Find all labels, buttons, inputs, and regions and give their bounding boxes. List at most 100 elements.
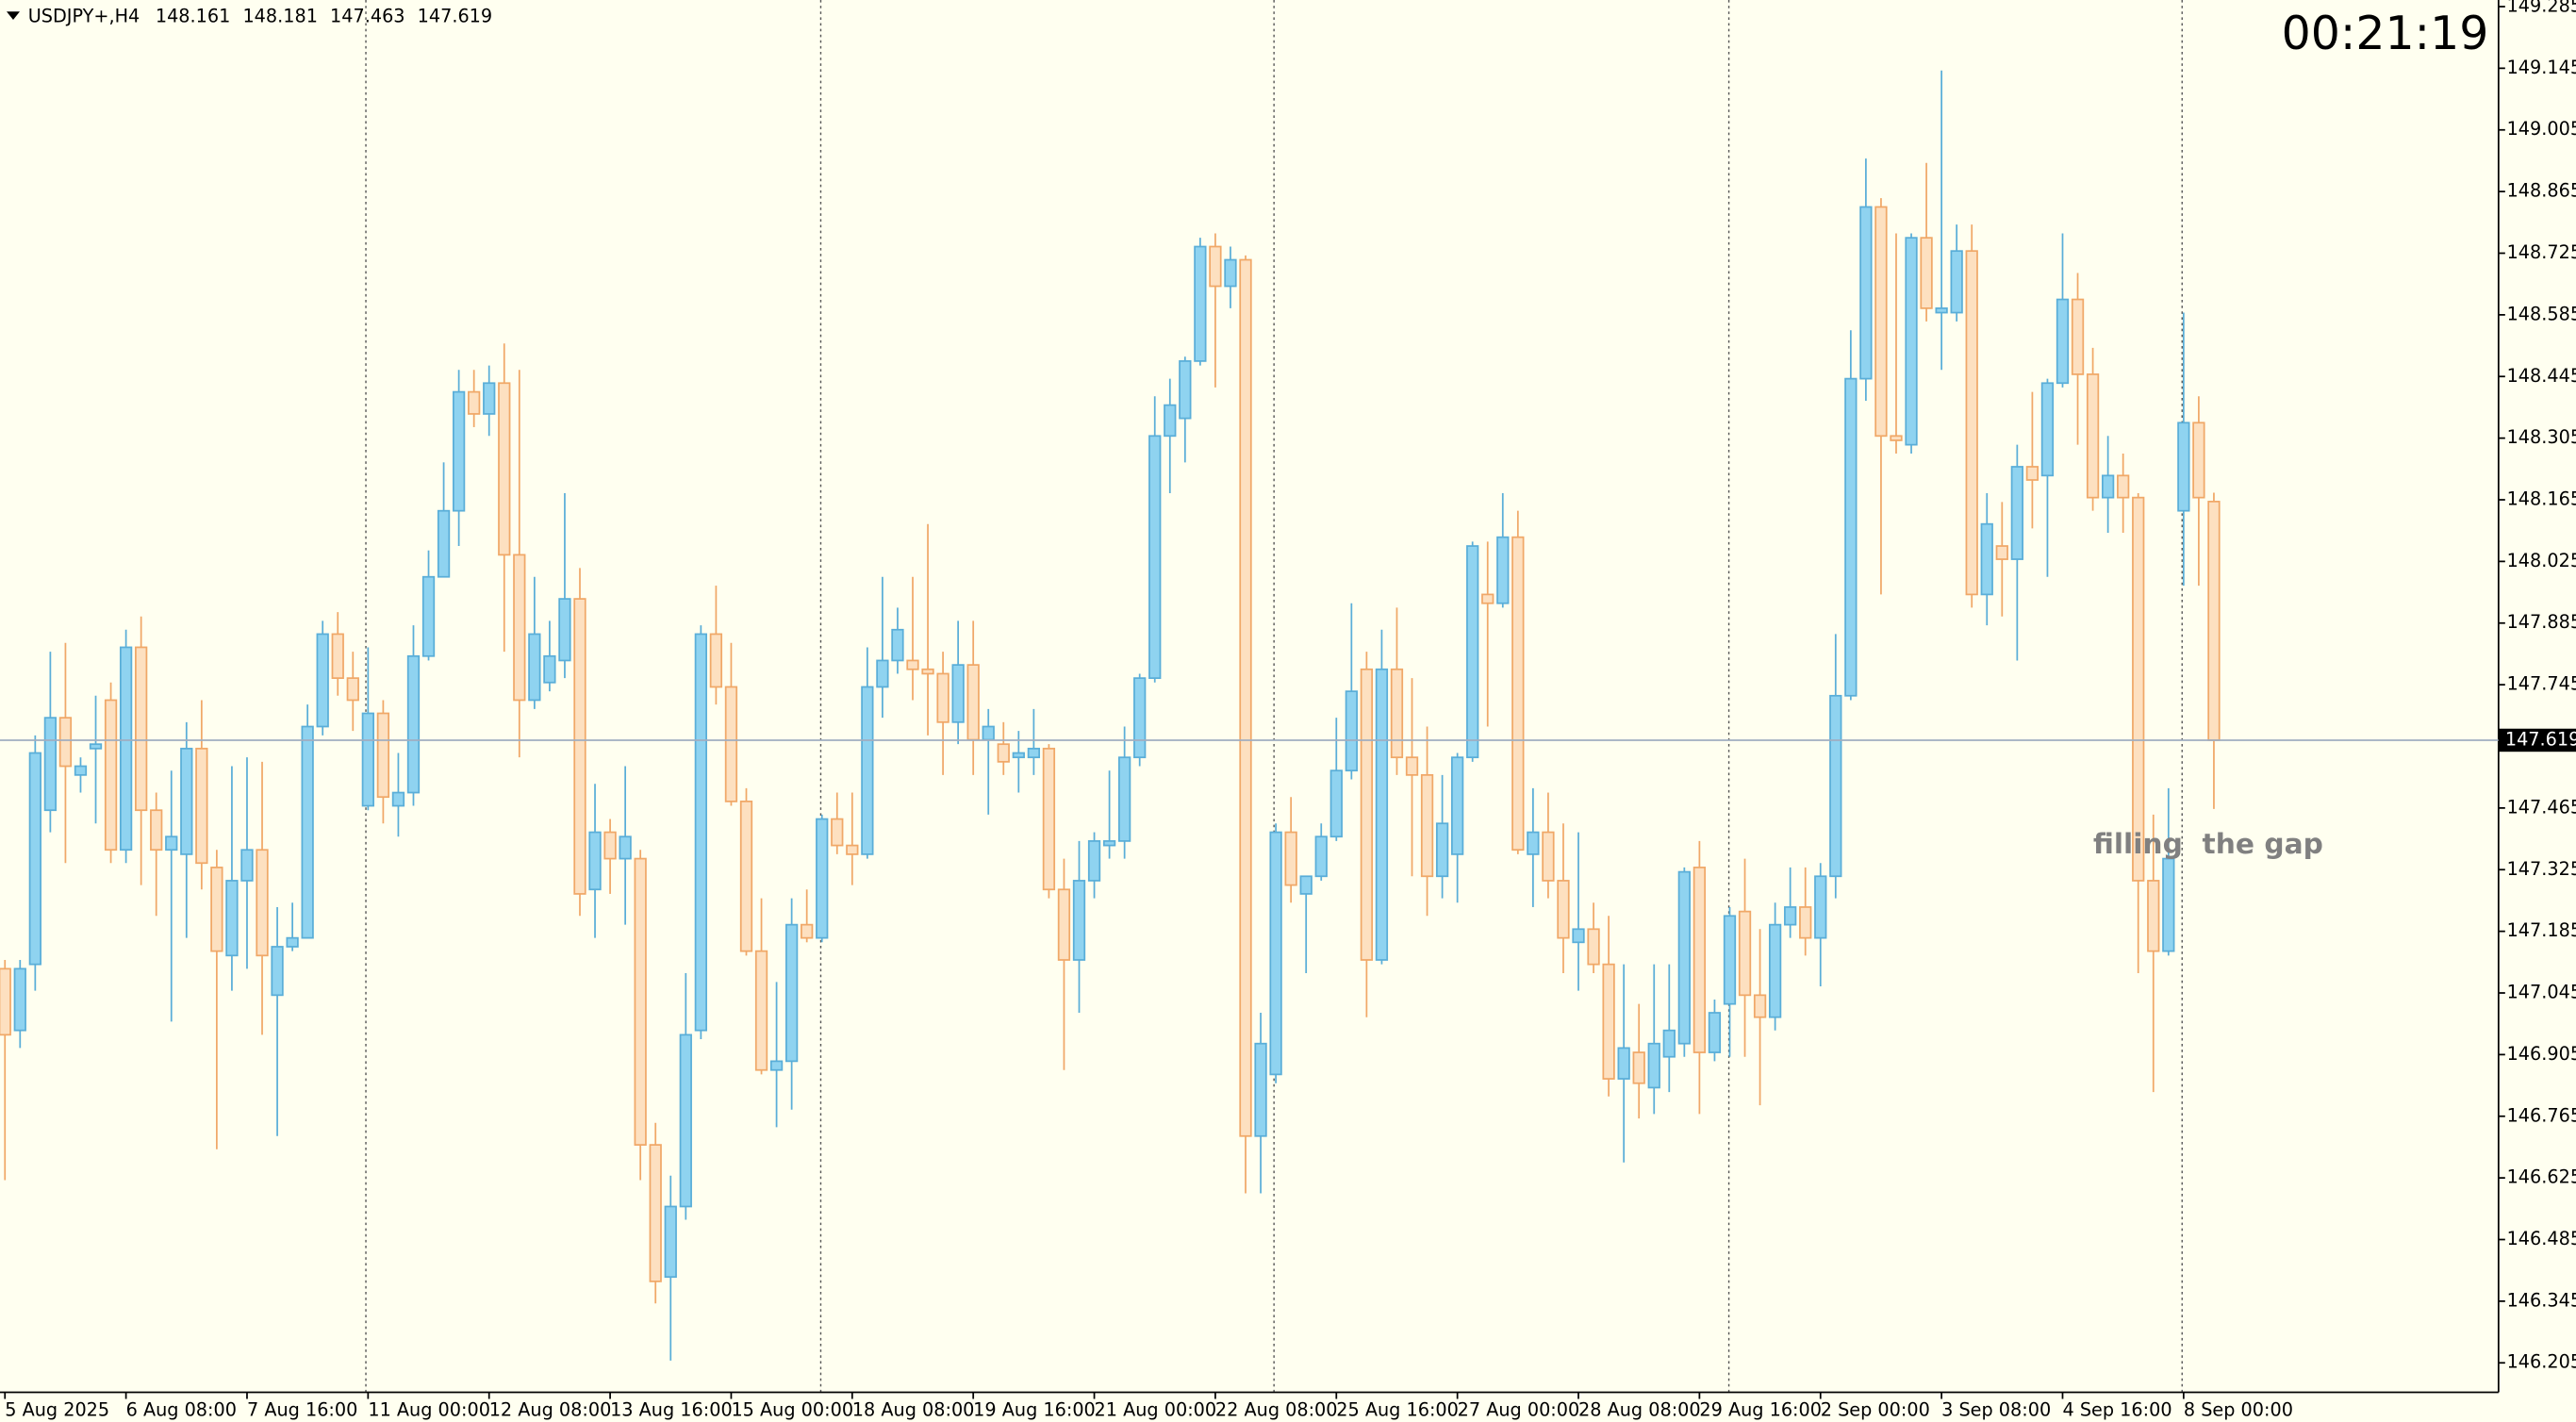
candle-body bbox=[816, 818, 829, 939]
candle-body bbox=[906, 659, 919, 670]
candle-body bbox=[1617, 1047, 1630, 1080]
candle-body bbox=[1920, 237, 1933, 309]
candle-body bbox=[1784, 906, 1797, 926]
x-tick-label: 25 Aug 16:00 bbox=[1336, 1398, 1459, 1420]
x-tick-label: 19 Aug 16:00 bbox=[973, 1398, 1096, 1420]
candle-body bbox=[271, 946, 284, 997]
candle-body bbox=[2101, 474, 2115, 499]
price-label: 147.619 bbox=[2505, 728, 2576, 750]
candle-body bbox=[1042, 747, 1056, 891]
candle-body bbox=[2056, 298, 2070, 385]
x-tick-label: 22 Aug 08:00 bbox=[1215, 1398, 1338, 1420]
candle-body bbox=[1935, 307, 1948, 314]
candle-body bbox=[2207, 501, 2221, 741]
candle-body bbox=[165, 835, 178, 852]
x-tick-label: 15 Aug 00:00 bbox=[731, 1398, 853, 1420]
candle-body bbox=[1662, 1029, 1676, 1058]
candle-body bbox=[754, 950, 768, 1071]
candle-body bbox=[709, 633, 723, 688]
candle-body bbox=[1753, 994, 1767, 1018]
candle-body bbox=[1950, 250, 1963, 314]
candle-body bbox=[2162, 857, 2175, 952]
y-tick-label: 146.205 bbox=[2507, 1351, 2576, 1373]
candle-body bbox=[1329, 769, 1343, 838]
candle-body bbox=[1572, 928, 1585, 944]
candle-body bbox=[104, 699, 118, 852]
x-tick-label: 12 Aug 08:00 bbox=[489, 1398, 612, 1420]
y-tick-label: 146.485 bbox=[2507, 1228, 2576, 1249]
candle-body bbox=[1511, 536, 1525, 852]
symbol: USDJPY+,H4 bbox=[28, 5, 140, 26]
candle-body bbox=[1209, 245, 1222, 288]
candle-body bbox=[1027, 747, 1041, 759]
candle-body bbox=[1284, 831, 1297, 886]
candle-body bbox=[2071, 298, 2085, 375]
candle-body bbox=[1224, 258, 1237, 288]
candle-body bbox=[951, 664, 965, 723]
candle-body bbox=[543, 654, 556, 684]
y-tick-label: 147.185 bbox=[2507, 919, 2576, 941]
y-tick-label: 149.145 bbox=[2507, 57, 2576, 78]
candle-body bbox=[150, 809, 163, 852]
candle-body bbox=[74, 765, 88, 776]
candle-body bbox=[1829, 694, 1842, 878]
y-tick-label: 148.445 bbox=[2507, 365, 2576, 387]
candle-body bbox=[2132, 496, 2145, 882]
candle-body bbox=[649, 1144, 662, 1282]
candle-body bbox=[1375, 668, 1389, 961]
menu-arrow[interactable] bbox=[6, 11, 20, 20]
candle-body bbox=[724, 686, 738, 802]
candle-body bbox=[891, 628, 904, 662]
candle-body bbox=[286, 936, 299, 948]
candle-body bbox=[1527, 831, 1540, 855]
candle-body bbox=[1542, 831, 1555, 882]
header-low: 147.463 bbox=[330, 5, 405, 26]
candle-body bbox=[1254, 1042, 1267, 1137]
candle-body bbox=[1708, 1012, 1722, 1053]
x-tick-label: 6 Aug 08:00 bbox=[126, 1398, 237, 1420]
candle-body bbox=[1905, 237, 1918, 446]
candle-body bbox=[1179, 360, 1192, 420]
y-tick-label: 149.285 bbox=[2507, 0, 2576, 17]
x-tick-label: 11 Aug 00:00 bbox=[368, 1398, 490, 1420]
candle-body bbox=[573, 598, 586, 895]
candle-body bbox=[1965, 250, 1978, 596]
candle-body bbox=[1345, 690, 1358, 772]
candle-body bbox=[0, 967, 11, 1036]
header-open: 148.161 bbox=[156, 5, 230, 26]
candle-body bbox=[1602, 963, 1615, 1080]
chart-header: USDJPY+,H4 148.161 148.181 147.463 147.6… bbox=[28, 5, 492, 26]
candle-body bbox=[1133, 677, 1147, 759]
x-tick-label: 18 Aug 08:00 bbox=[852, 1398, 975, 1420]
candle-body bbox=[1677, 870, 1691, 1045]
candle-body bbox=[558, 598, 571, 662]
candle-body bbox=[28, 752, 41, 966]
timer: 00:21:19 bbox=[2282, 7, 2489, 60]
candle-body bbox=[180, 747, 193, 855]
candle-body bbox=[921, 668, 934, 675]
y-tick-label: 147.745 bbox=[2507, 673, 2576, 695]
candle-body bbox=[225, 880, 239, 957]
candle-body bbox=[1087, 840, 1101, 882]
candle-body bbox=[421, 575, 436, 657]
candle-body bbox=[437, 509, 451, 578]
candle-body bbox=[876, 659, 889, 688]
x-tick-label: 4 Sep 16:00 bbox=[2062, 1398, 2171, 1420]
x-tick-label: 21 Aug 00:00 bbox=[1095, 1398, 1217, 1420]
candle-body bbox=[694, 633, 707, 1032]
candles bbox=[0, 70, 2221, 1361]
x-tick-label: 27 Aug 00:00 bbox=[1458, 1398, 1580, 1420]
candle-body bbox=[513, 554, 526, 702]
header-close: 147.619 bbox=[418, 5, 492, 26]
candle-body bbox=[1587, 928, 1600, 966]
candle-body bbox=[1405, 756, 1419, 776]
candle-body bbox=[982, 725, 995, 741]
y-tick-label: 146.625 bbox=[2507, 1166, 2576, 1188]
candle-body bbox=[210, 867, 223, 952]
x-tick-label: 8 Sep 00:00 bbox=[2184, 1398, 2293, 1420]
candle-body bbox=[376, 712, 390, 799]
candle-body bbox=[1557, 880, 1570, 939]
candle-body bbox=[739, 801, 753, 952]
candle-body bbox=[301, 725, 314, 939]
